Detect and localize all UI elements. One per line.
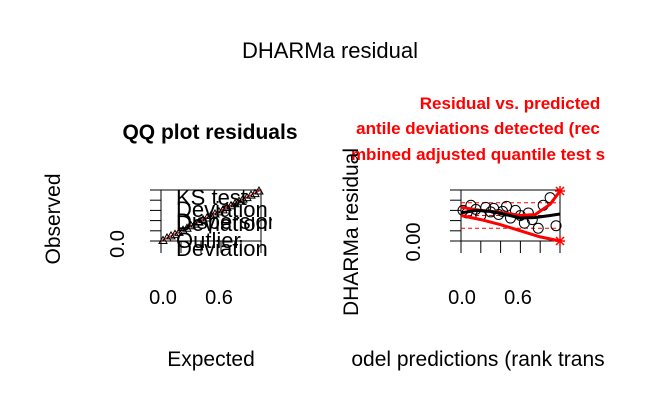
qq-panel: QQ plot residuals Expected Observed 0.0 … (42, 121, 298, 371)
residual-xlabel: odel predictions (rank trans (351, 348, 604, 371)
qq-point (166, 230, 176, 240)
qq-point (242, 192, 252, 202)
qq-point (162, 232, 172, 242)
qq-xlabel: Expected (167, 348, 255, 371)
qq-point (226, 200, 236, 210)
residual-point (532, 222, 544, 234)
qq-point (174, 227, 184, 236)
residual-point (501, 200, 513, 212)
qq-legend-entry: Deviation (176, 197, 268, 222)
qq-point (158, 235, 168, 244)
residual-point (518, 217, 530, 229)
qq-point (238, 194, 248, 203)
qq-point (222, 202, 232, 211)
residual-ytick-label-0: 0.00 (403, 223, 425, 262)
qq-legend-entry: Outlier (176, 228, 241, 253)
residual-title: Residual vs. predicted (420, 94, 600, 113)
qq-ytick-label-0: 0.0 (107, 230, 129, 258)
residual-xtick-label-1: 0.6 (504, 287, 532, 309)
qq-point (202, 213, 212, 222)
residual-subtitle-1: antile deviations detected (rec (356, 119, 600, 138)
qq-legend-entry: Deviation (176, 236, 268, 261)
residual-ylabel: DHARMa residual (340, 148, 363, 316)
main-title: DHARMa residual (242, 38, 418, 63)
qq-legend-entry: Deviation (176, 211, 268, 236)
qq-title: QQ plot residuals (122, 121, 297, 144)
qq-legend-entry: Dispersion (176, 209, 280, 234)
qq-point (170, 229, 180, 238)
qq-point (194, 217, 204, 226)
residual-spline-median (460, 208, 561, 220)
residual-spline-lower (460, 214, 561, 243)
qq-ylabel: Observed (42, 173, 65, 264)
qq-plot-frame (160, 189, 262, 242)
qq-point (182, 223, 192, 232)
qq-point (206, 210, 216, 219)
qq-point (214, 206, 224, 216)
qq-point (250, 188, 260, 198)
residual-outlier-star-upper (555, 186, 565, 197)
qq-point (218, 204, 228, 214)
qq-xtick-label-1: 0.6 (205, 287, 233, 309)
qq-legend-entry: KS test (176, 185, 247, 210)
qq-point (210, 208, 220, 218)
residual-panel: Residual vs. predicted antile deviations… (340, 94, 605, 371)
qq-xtick-label-0: 0.0 (149, 287, 177, 309)
qq-point (254, 186, 264, 195)
qq-point (198, 214, 208, 224)
residual-point (550, 220, 562, 232)
residual-subtitle-2: mbined adjusted quantile test s (351, 145, 605, 164)
qq-point (190, 219, 200, 228)
qq-point (178, 225, 188, 234)
residual-xtick-label-0: 0.0 (448, 287, 476, 309)
residual-outlier-star-lower (555, 236, 565, 246)
qq-point (234, 196, 244, 205)
qq-point (230, 198, 240, 208)
qq-point (246, 190, 256, 199)
qq-point (186, 220, 196, 230)
